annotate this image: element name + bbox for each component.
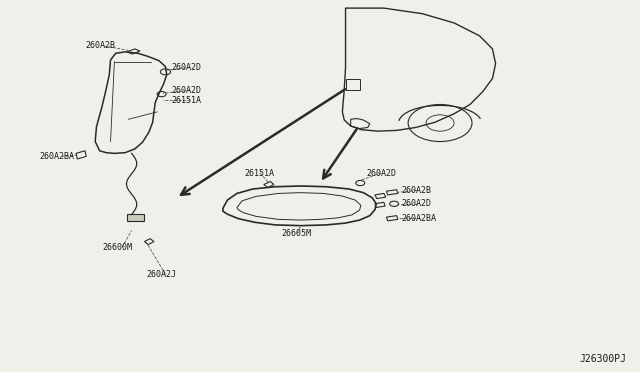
Text: 26151A: 26151A xyxy=(172,96,201,105)
Text: 260A2BA: 260A2BA xyxy=(402,214,436,223)
FancyBboxPatch shape xyxy=(346,78,360,90)
Text: 260A2B: 260A2B xyxy=(402,186,432,195)
FancyBboxPatch shape xyxy=(127,214,144,221)
Text: 260A2J: 260A2J xyxy=(147,270,176,279)
Text: 26605M: 26605M xyxy=(282,229,312,238)
Text: 26600M: 26600M xyxy=(103,243,133,251)
Text: J26300PJ: J26300PJ xyxy=(580,354,627,364)
Text: 260A2D: 260A2D xyxy=(366,169,396,177)
Text: 260A2D: 260A2D xyxy=(402,199,432,208)
Text: 260A2D: 260A2D xyxy=(172,86,201,95)
Text: 260A2D: 260A2D xyxy=(172,63,201,72)
Text: 260A2B: 260A2B xyxy=(85,41,115,51)
Text: 260A2BA: 260A2BA xyxy=(39,152,74,161)
Text: 26151A: 26151A xyxy=(244,169,275,177)
